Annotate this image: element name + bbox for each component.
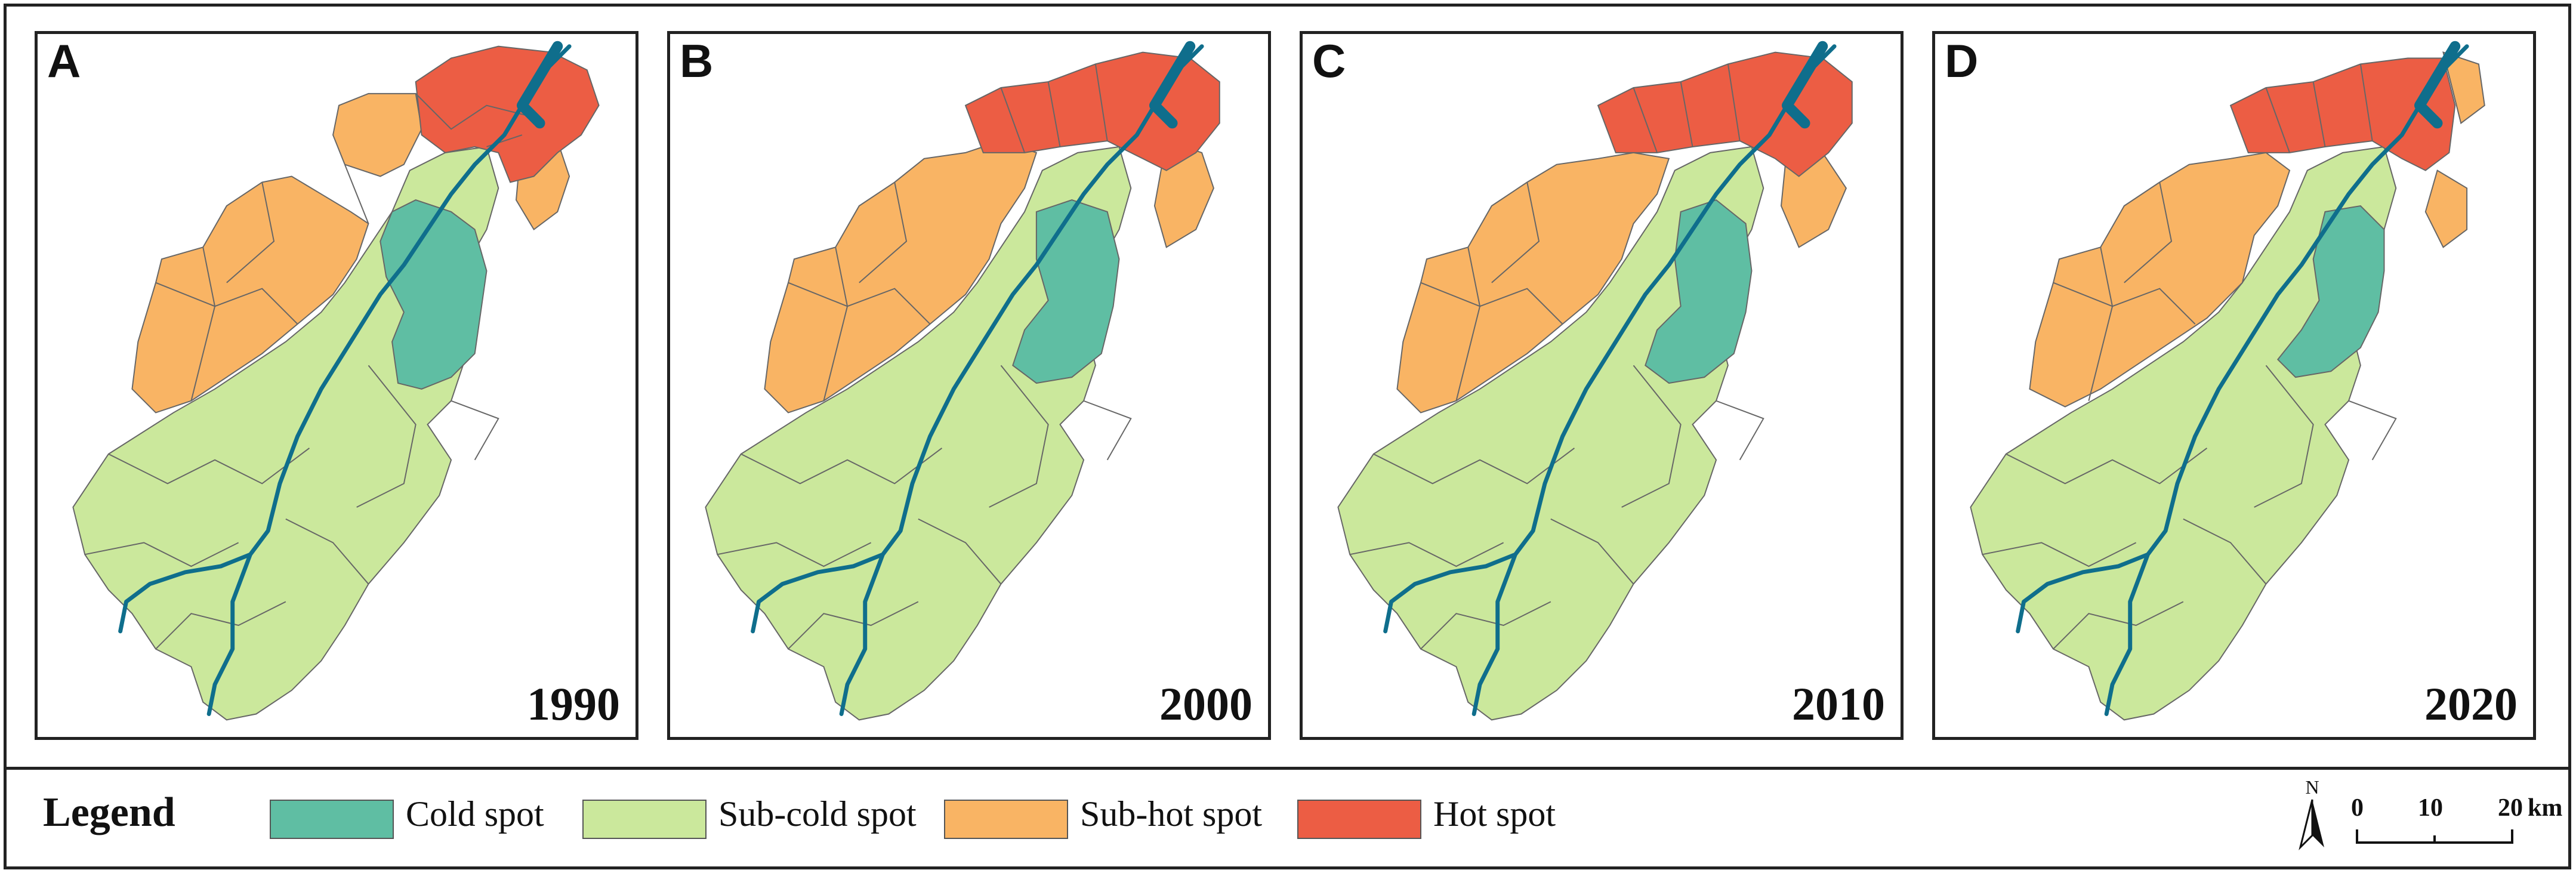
map-panel-d: D 2020 [1932,31,2536,740]
river [2016,44,2469,716]
district-boundaries [717,64,1132,650]
district-boundaries [1350,64,1764,650]
river-main-channel [516,41,563,129]
map-1990 [72,41,600,721]
panel-letter: D [1945,35,1979,87]
district-boundaries [1982,64,2397,650]
legend-swatch-subcold [582,800,707,839]
region-cold [1012,199,1120,384]
panel-year: 2020 [2424,678,2518,730]
legend-swatch-cold [270,800,394,839]
scale-tick-20: 20 [2498,794,2523,822]
panel-year: 1990 [527,678,620,730]
north-arrow-icon: N [2299,776,2324,850]
legend-label-subhot: Sub-hot spot [1080,794,1263,834]
map-2010 [1337,41,1853,721]
region-subhot-north [2442,51,2485,125]
legend-separator [4,767,2571,770]
panel-year: 2010 [1792,678,1885,730]
region-subcold [1337,146,1764,721]
river-main-channel [1781,41,1828,129]
region-subcold [705,146,1132,721]
region-hot [1597,51,1853,177]
map-panel-a: A 1990 [35,31,638,740]
legend-title: Legend [43,789,175,835]
scale-bar [2356,829,2513,844]
district-boundaries [85,93,534,650]
region-cold [380,199,488,390]
scale-unit: km [2528,794,2563,822]
region-cold [2276,205,2385,378]
region-hot [2229,57,2456,171]
region-subhot-east [2424,169,2468,248]
legend-label-cold: Cold spot [406,794,544,834]
river [751,44,1204,716]
river-main-channel [1149,41,1196,129]
panel-letter: C [1312,35,1346,87]
legend-label-hot: Hot spot [1433,794,1556,834]
panel-year: 2000 [1159,678,1252,730]
region-subhot [2029,152,2291,408]
river [118,44,572,716]
map-2020 [1970,41,2485,721]
north-label: N [2305,776,2319,798]
panel-letter: B [680,35,714,87]
region-subhot-north [332,92,422,177]
legend-label-subcold: Sub-cold spot [718,794,917,834]
scale-tick-0: 0 [2351,794,2364,822]
legend-swatch-subhot [944,800,1068,839]
map-panel-c: C 2010 [1300,31,1904,740]
region-hot [415,45,600,183]
region-subcold [72,146,499,721]
river [1383,44,1837,716]
region-cold [1645,199,1753,384]
region-subcold [1970,146,2397,721]
panel-letter: A [47,35,81,87]
map-2000 [705,41,1220,721]
region-hot [964,51,1220,171]
map-panel-b: B 2000 [667,31,1271,740]
region-subhot [131,175,369,414]
legend-swatch-hot [1297,800,1421,839]
scale-tick-10: 10 [2418,794,2443,822]
river-main-channel [2414,41,2461,129]
region-subhot [1396,152,1670,414]
region-subhot [764,140,1038,414]
